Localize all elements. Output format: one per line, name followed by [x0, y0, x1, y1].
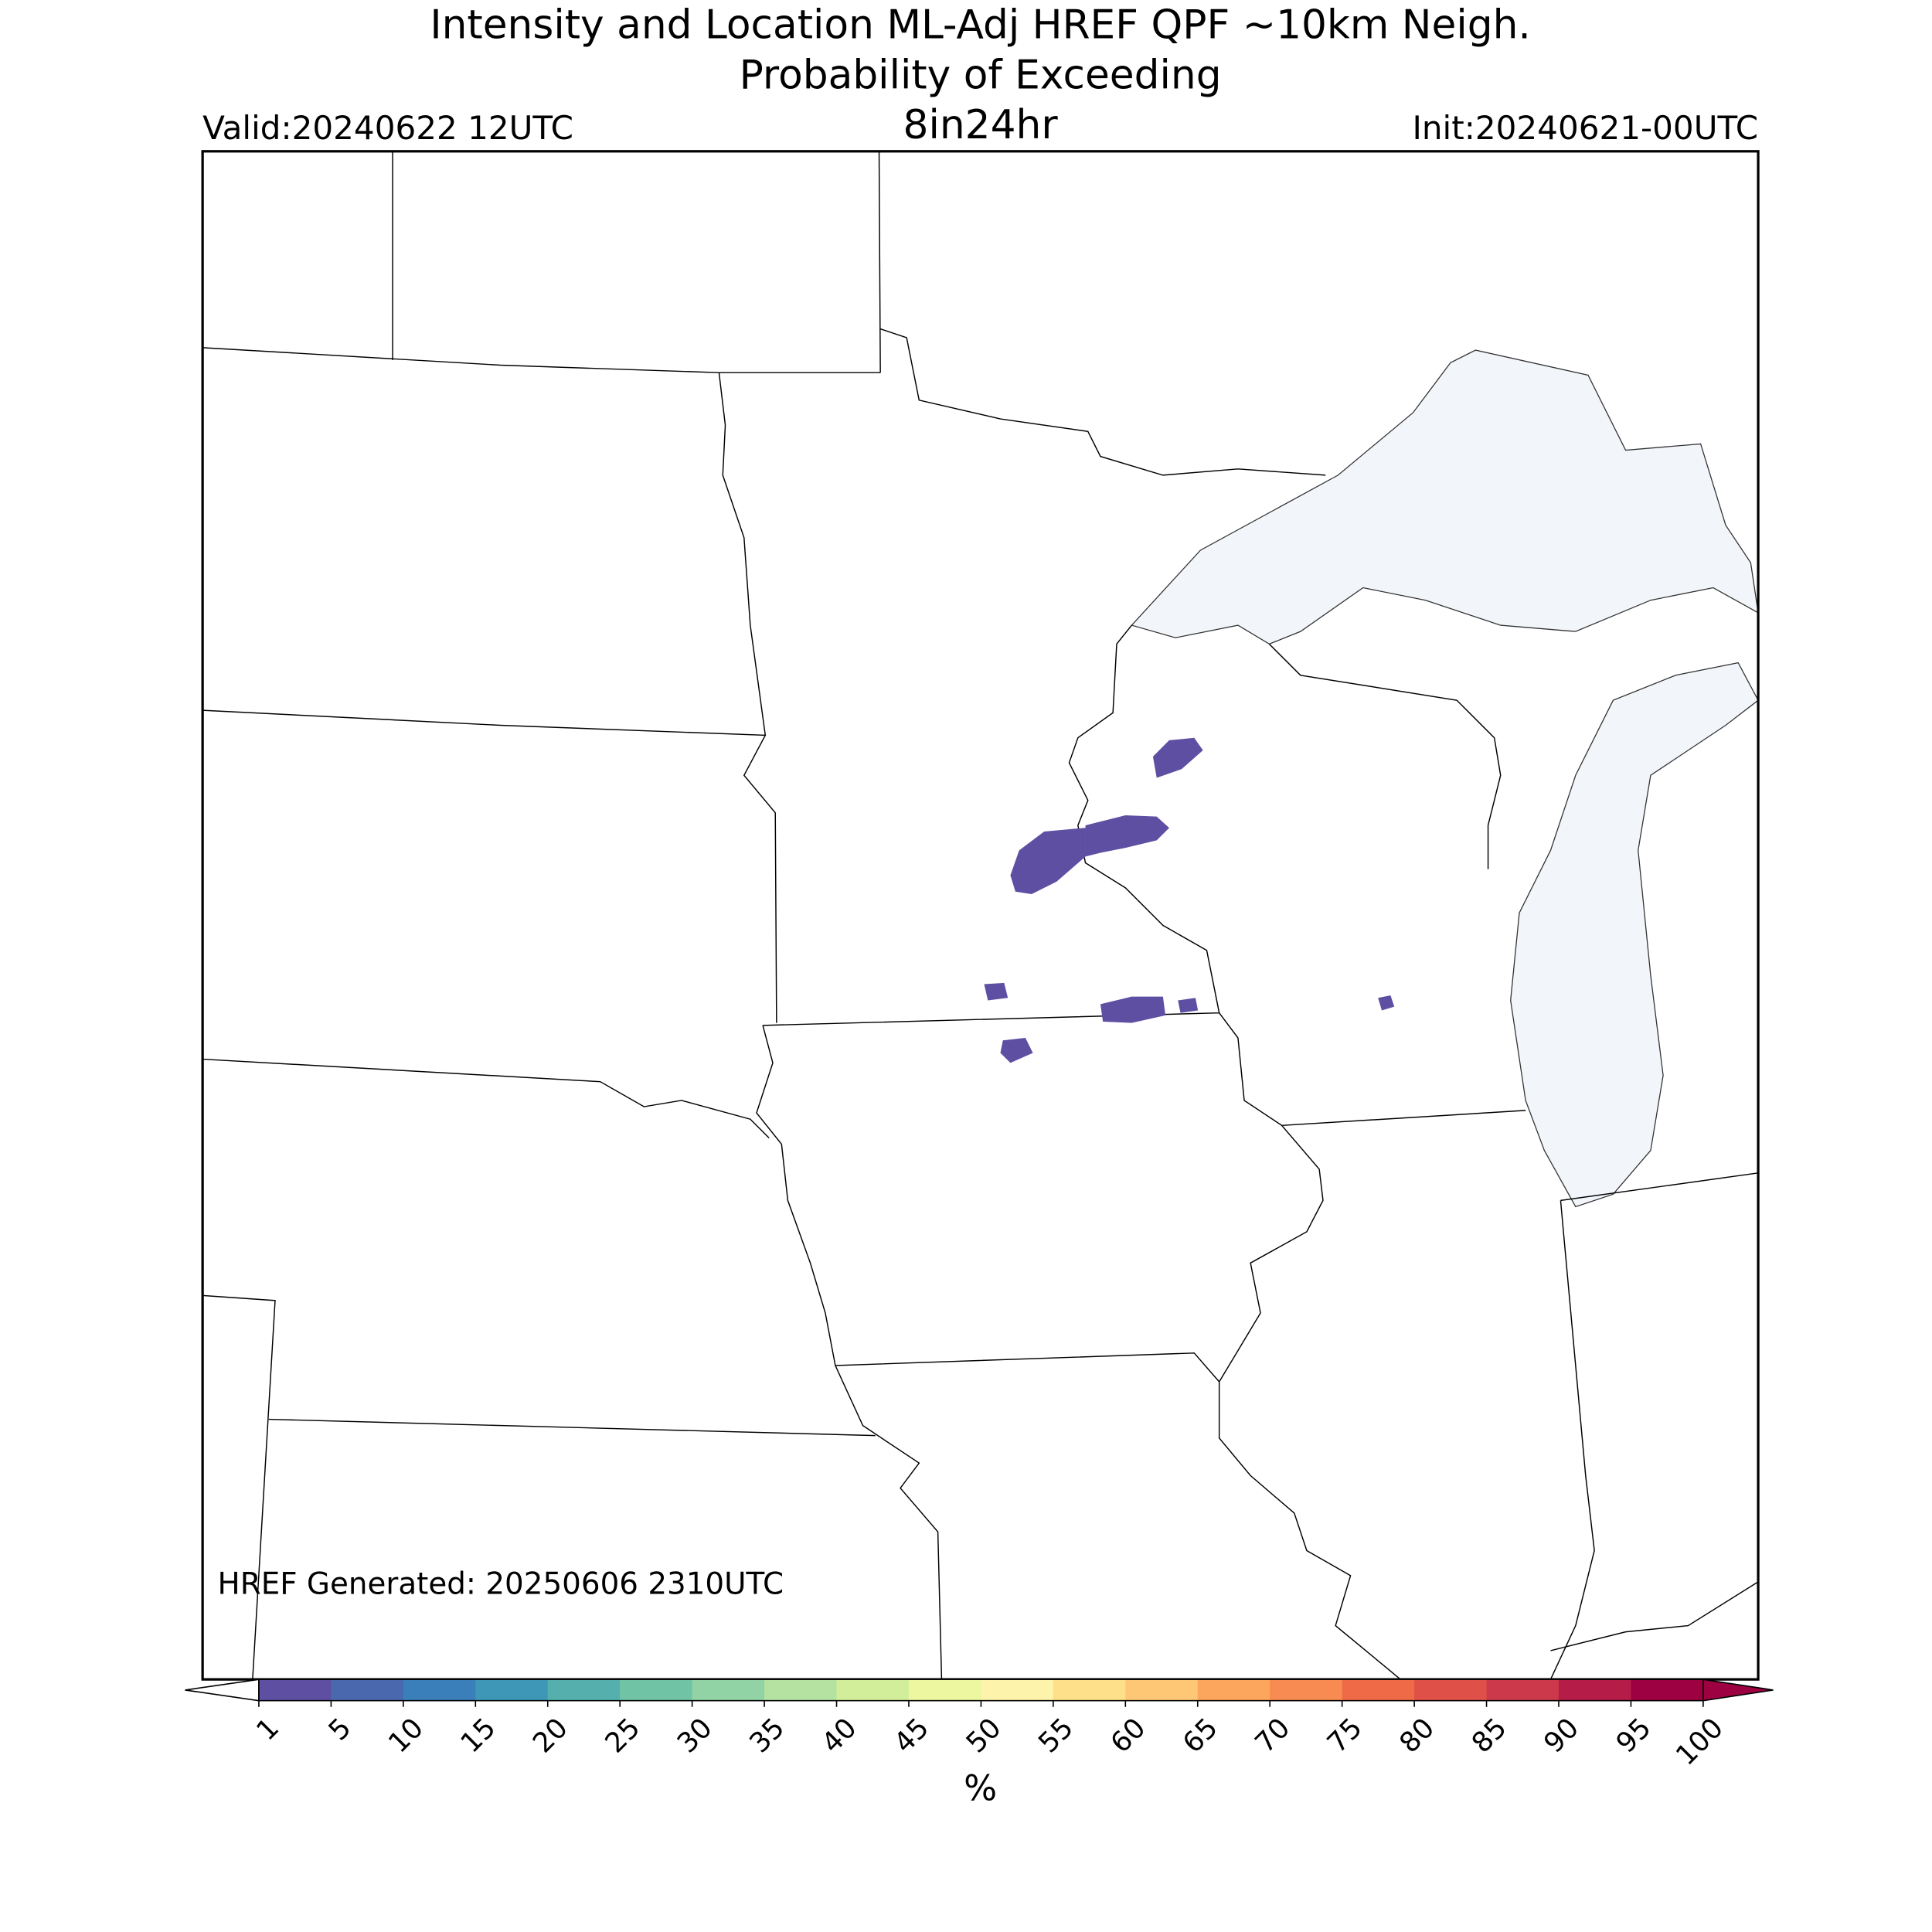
colorbar-segment — [692, 1679, 765, 1701]
colorbar: 1 5 10 15 20 25 30 35 40 45 50 55 60 65 70 75 80 85 90 95 10… — [185, 1679, 1774, 1772]
colorbar-label: % — [964, 1768, 997, 1809]
colorbar-segment — [403, 1679, 477, 1701]
colorbar-segment — [1053, 1679, 1127, 1701]
colorbar-segment — [547, 1679, 621, 1701]
tick-label: 60 — [1104, 1713, 1151, 1760]
tick-label: 45 — [888, 1713, 935, 1760]
colorbar-segment — [331, 1679, 404, 1701]
tick-label: 35 — [743, 1713, 791, 1760]
colorbar-segment — [620, 1679, 693, 1701]
tick-label: 90 — [1538, 1713, 1585, 1760]
colorbar-segment — [1486, 1679, 1560, 1701]
colorbar-segment — [475, 1679, 549, 1701]
colorbar-segment — [1270, 1679, 1343, 1701]
colorbar-segment — [1414, 1679, 1488, 1701]
colorbar-segment — [1342, 1679, 1415, 1701]
tick-label: 95 — [1611, 1713, 1658, 1760]
colorbar-segment — [1631, 1679, 1704, 1701]
init-time: Init:20240621-00UTC — [1412, 109, 1758, 147]
tick-label: 85 — [1466, 1713, 1513, 1760]
colorbar-segment — [764, 1679, 838, 1701]
tick-label: 80 — [1393, 1713, 1440, 1760]
colorbar-segment — [908, 1679, 982, 1701]
subtitle: Probability of Exceeding — [740, 52, 1222, 98]
colorbar-segment — [1558, 1679, 1632, 1701]
map: HREF Generated: 20250606 2310UTC — [201, 150, 1760, 1681]
precip-area — [1152, 737, 1203, 778]
colorbar-segment — [981, 1679, 1054, 1701]
tick-label: 15 — [454, 1713, 502, 1760]
tick-label: 65 — [1177, 1713, 1224, 1760]
precip-area — [1085, 815, 1169, 857]
colorbar-over — [1702, 1679, 1774, 1702]
precip-area — [984, 982, 1395, 1063]
lake-superior — [1131, 349, 1759, 645]
colorbar-segment — [1197, 1679, 1271, 1701]
colorbar-under — [185, 1679, 260, 1702]
tick-label: 50 — [961, 1713, 1008, 1760]
generated-time: HREF Generated: 20250606 2310UTC — [218, 1566, 784, 1601]
tick-label: 40 — [816, 1713, 863, 1760]
tick-label: 1 — [250, 1713, 285, 1747]
valid-time: Valid:20240622 12UTC — [202, 109, 573, 147]
colorbar-segment — [1125, 1679, 1199, 1701]
lake-michigan — [1510, 662, 1759, 1208]
tick-label: 75 — [1321, 1713, 1369, 1760]
tick-label: 70 — [1249, 1713, 1296, 1760]
tick-label: 10 — [383, 1713, 430, 1760]
tick-label: 55 — [1032, 1713, 1080, 1760]
colorbar-segment — [258, 1679, 332, 1701]
borders — [202, 151, 1759, 1680]
title: Intensity and Location ML-Adj HREF QPF ~… — [430, 2, 1531, 49]
threshold: 8in24hr — [903, 102, 1059, 148]
tick-label: 30 — [672, 1713, 719, 1760]
precip-area — [1010, 828, 1086, 894]
tick-label: 100 — [1670, 1713, 1730, 1772]
tick-label: 5 — [323, 1713, 358, 1747]
tick-label: 20 — [527, 1713, 574, 1760]
precip-area — [1100, 996, 1166, 1023]
tick-label: 25 — [599, 1713, 646, 1760]
colorbar-segment — [836, 1679, 910, 1701]
